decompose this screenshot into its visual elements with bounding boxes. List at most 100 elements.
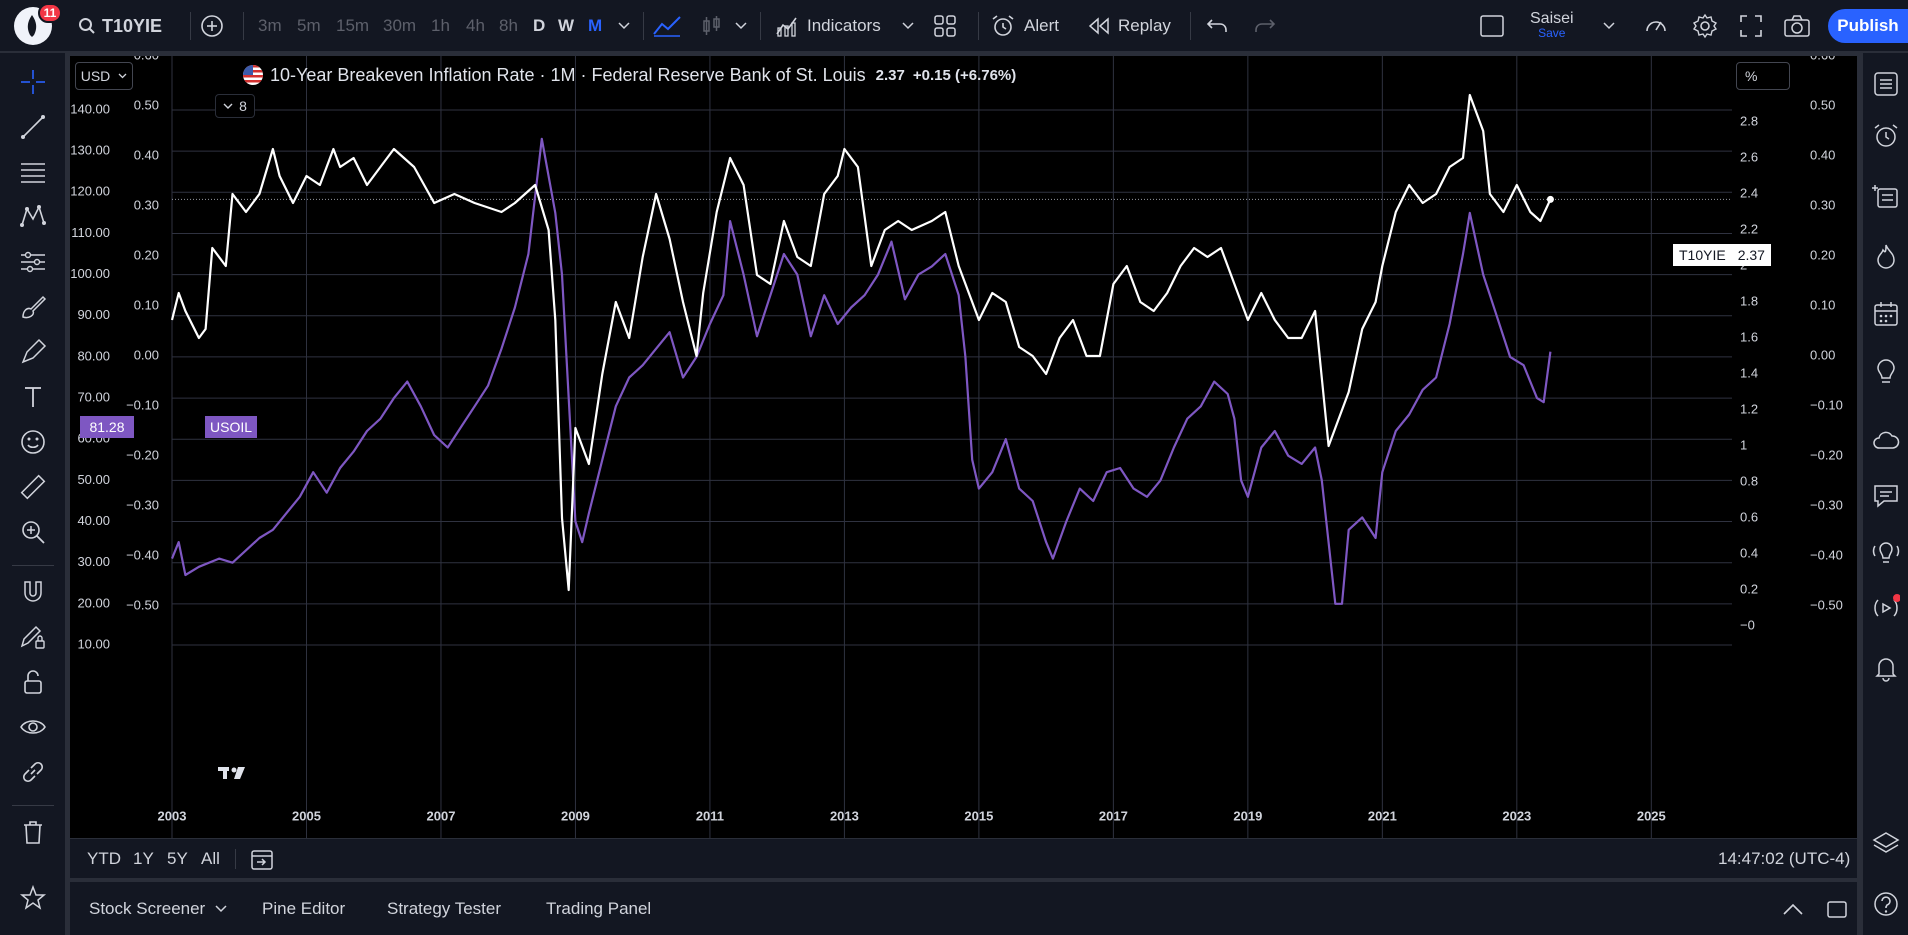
remove-drawings-tool[interactable] <box>16 815 50 849</box>
trend-line-tool[interactable] <box>16 110 50 144</box>
crosshair-tool[interactable] <box>16 65 50 99</box>
live-stream-button[interactable] <box>1869 591 1903 625</box>
right-percent-axis[interactable]: 0.60 0.50 0.40 0.30 0.20 0.10 0.00 −0.10 −0.20 −0… <box>1810 56 1843 612</box>
chart-panel[interactable]: 140.00 130.00 120.00 110.00 100.00 90.00 80.00… <box>70 56 1857 883</box>
left-percent-tick: −0.50 <box>126 597 159 612</box>
chats-button[interactable] <box>1869 479 1903 513</box>
time-axis[interactable]: 2003 2005 2007 2009 2011 2013 2015 2017 2019 2021… <box>158 808 1666 823</box>
favorites-tool[interactable] <box>16 881 50 915</box>
lightbulb-waves-icon <box>1872 542 1900 563</box>
alerts-button[interactable] <box>1869 119 1903 153</box>
tradingview-logo <box>218 767 245 779</box>
streams-button[interactable] <box>1869 423 1903 457</box>
templates-button[interactable] <box>934 0 956 52</box>
goto-date-button[interactable] <box>250 839 276 879</box>
emoji-tool[interactable] <box>16 425 50 459</box>
snapshot-button[interactable] <box>1784 0 1810 52</box>
layout-name-button[interactable]: Saisei Save <box>1530 0 1574 52</box>
unlock-icon <box>24 670 42 694</box>
left-price-axis[interactable]: 140.00 130.00 120.00 110.00 100.00 90.00 80.00… <box>70 101 110 651</box>
tab-stock-screener[interactable]: Stock Screener <box>89 882 227 935</box>
notifications-button[interactable] <box>1869 651 1903 685</box>
interval-w[interactable]: W <box>558 16 575 35</box>
interval-15m[interactable]: 15m <box>336 16 370 35</box>
object-tree-button[interactable] <box>1869 827 1903 861</box>
notification-badge[interactable]: 11 <box>38 3 62 23</box>
interval-4h[interactable]: 4h <box>466 16 485 35</box>
fullscreen-button[interactable] <box>1740 0 1762 52</box>
interval-5m[interactable]: 5m <box>297 16 321 35</box>
currency-button[interactable]: USD <box>75 62 133 90</box>
indicators-dropdown[interactable] <box>902 0 914 52</box>
watchlist-button[interactable] <box>1869 67 1903 101</box>
maximize-panel-button[interactable] <box>1826 882 1848 935</box>
clock-readout[interactable]: 14:47:02 (UTC-4) <box>1718 849 1851 868</box>
tab-trading-panel[interactable]: Trading Panel <box>546 898 652 918</box>
left-price-tick: 100.00 <box>70 266 110 281</box>
trash-icon <box>24 821 42 844</box>
interval-d[interactable]: D <box>533 16 546 35</box>
scale-button[interactable]: % <box>1736 62 1790 90</box>
publish-button[interactable]: Publish <box>1828 9 1908 43</box>
symbol-search[interactable]: T10YIE <box>78 0 162 52</box>
series-legend[interactable]: 10-Year Breakeven Inflation Rate · 1M · … <box>242 62 1016 88</box>
text-icon <box>25 387 41 407</box>
data-window-button[interactable] <box>1869 179 1903 213</box>
layout-square-button[interactable] <box>1480 0 1504 52</box>
help-button[interactable] <box>1869 887 1903 921</box>
interval-8h[interactable]: 8h <box>499 16 518 35</box>
link-tool[interactable] <box>16 755 50 789</box>
settings-button[interactable] <box>1692 0 1718 52</box>
replay-button[interactable]: Replay <box>1088 0 1171 52</box>
tab-strategy-tester[interactable]: Strategy Tester <box>387 898 502 918</box>
t10yie-tick: −0 <box>1740 617 1755 632</box>
ideas-button[interactable] <box>1869 355 1903 389</box>
range-ytd[interactable]: YTD <box>87 849 121 868</box>
chevron-down-icon <box>223 103 233 109</box>
alert-button[interactable]: Alert <box>990 0 1059 52</box>
chart-type-candles-button[interactable] <box>700 0 724 52</box>
tab-pine-editor[interactable]: Pine Editor <box>262 898 346 918</box>
interval-3m[interactable]: 3m <box>258 16 282 35</box>
chart-type-line-button[interactable] <box>652 0 682 52</box>
time-tick: 2003 <box>158 808 187 823</box>
redo-button[interactable] <box>1254 0 1276 52</box>
zoom-tool[interactable] <box>16 515 50 549</box>
ruler-tool[interactable] <box>16 470 50 504</box>
lock-drawings-tool[interactable] <box>16 665 50 699</box>
fib-tool[interactable] <box>16 155 50 189</box>
forecast-tool[interactable] <box>16 245 50 279</box>
interval-1h[interactable]: 1h <box>431 16 450 35</box>
interval-dropdown[interactable] <box>618 0 630 52</box>
layout-dropdown[interactable] <box>1603 0 1615 52</box>
interval-m[interactable]: M <box>588 16 603 35</box>
t10yie-value-tag: T10YIE 2.37 <box>1673 244 1771 266</box>
hotlists-button[interactable] <box>1869 239 1903 273</box>
interval-30m[interactable]: 30m <box>383 16 417 35</box>
text-tool[interactable] <box>16 380 50 414</box>
legend-collapse-button[interactable]: 8 <box>215 94 255 118</box>
range-all[interactable]: All <box>201 849 220 868</box>
tips-button[interactable] <box>1869 535 1903 569</box>
range-5y[interactable]: 5Y <box>167 849 188 868</box>
magnet-tool[interactable] <box>16 575 50 609</box>
line-chart-icon <box>653 16 681 37</box>
brush-tool[interactable] <box>16 290 50 324</box>
indicators-button[interactable]: Indicators <box>775 0 881 52</box>
collapse-panel-button[interactable] <box>1782 882 1804 935</box>
chart-canvas[interactable]: 140.00130.00120.00110.00100.0090.0080.00… <box>70 56 1857 838</box>
hide-drawings-tool[interactable] <box>16 710 50 744</box>
pencil-lock-icon <box>20 625 45 649</box>
left-percent-axis[interactable]: 0.60 0.50 0.40 0.30 0.20 0.10 0.00 −0.10 −0.20 −0… <box>126 56 159 612</box>
range-1y[interactable]: 1Y <box>133 849 154 868</box>
undo-button[interactable] <box>1206 0 1228 52</box>
stay-drawing-tool[interactable] <box>16 620 50 654</box>
compare-button[interactable] <box>200 0 224 52</box>
pattern-tool[interactable] <box>16 200 50 234</box>
arrow-tool[interactable] <box>16 335 50 369</box>
quick-search-button[interactable] <box>1643 0 1669 52</box>
calendar-button[interactable] <box>1869 297 1903 331</box>
alarm-clock-icon <box>992 15 1014 36</box>
chart-type-dropdown[interactable] <box>735 0 747 52</box>
t10yie-axis[interactable]: 32.82.62.42.221.81.61.41.210.80.60.40.2−… <box>1740 77 1758 632</box>
